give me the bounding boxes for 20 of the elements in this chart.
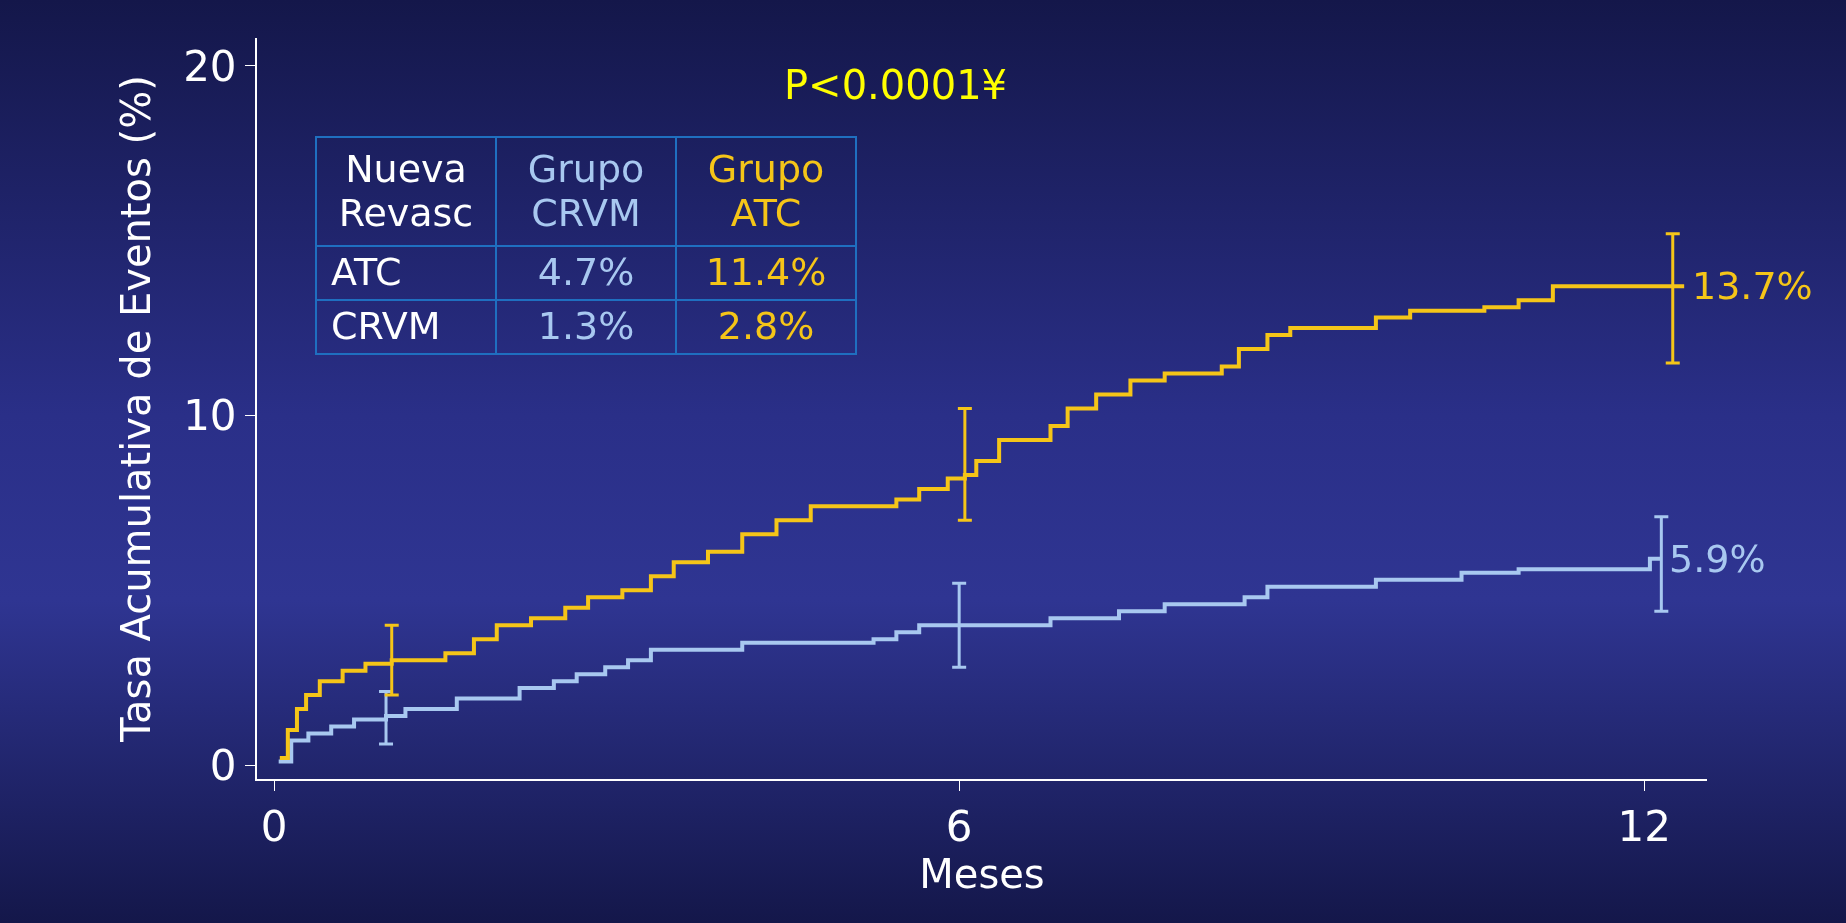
annotation: Grupo CRVM — [496, 137, 676, 247]
x-tick-label: 6 — [945, 802, 973, 852]
x-axis-title: Meses — [919, 851, 1045, 898]
annotation: 1.3% — [496, 300, 676, 354]
annotation: CRVM — [316, 300, 496, 354]
data-label: 5.9% — [1669, 537, 1766, 581]
y-tick-label: 20 — [183, 41, 237, 91]
x-tick-label: 12 — [1617, 802, 1671, 852]
annotation: 4.7% — [496, 246, 676, 301]
y-tick-label: 10 — [183, 391, 237, 441]
data-label: 13.7% — [1692, 264, 1813, 308]
y-axis-title: Tasa Acumulativa de Eventos (%) — [113, 75, 160, 743]
y-tick-label: 0 — [209, 740, 237, 790]
annotation: P<0.0001¥ — [784, 62, 1008, 108]
annotation: Nueva Revasc — [316, 137, 496, 247]
annotation: 11.4% — [676, 246, 856, 301]
annotation: 2.8% — [676, 300, 856, 354]
x-tick-label: 0 — [260, 802, 288, 852]
annotation: ATC — [316, 246, 496, 301]
annotation: Grupo ATC — [676, 137, 856, 247]
